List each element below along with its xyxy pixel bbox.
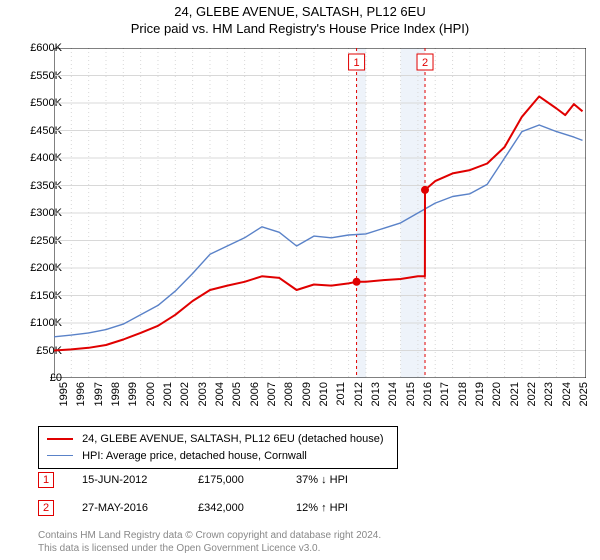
legend-swatch-blue xyxy=(47,455,73,456)
x-tick-label: 2015 xyxy=(405,382,417,406)
sale-row-2: 2 27-MAY-2016 £342,000 12% ↑ HPI xyxy=(38,500,386,516)
x-tick-label: 2009 xyxy=(301,382,313,406)
sale-date-2: 27-MAY-2016 xyxy=(82,502,170,514)
x-tick-label: 2010 xyxy=(318,382,330,406)
x-tick-label: 2000 xyxy=(145,382,157,406)
legend-label-hpi: HPI: Average price, detached house, Corn… xyxy=(82,450,307,462)
x-tick-label: 2018 xyxy=(457,382,469,406)
sale-date-1: 15-JUN-2012 xyxy=(82,474,170,486)
x-tick-label: 2024 xyxy=(561,382,573,406)
attribution-text: Contains HM Land Registry data © Crown c… xyxy=(38,530,558,555)
sale-diff-1: 37% ↓ HPI xyxy=(296,474,386,486)
sale-marker-1: 1 xyxy=(38,472,54,488)
chart-svg: 12 xyxy=(54,48,586,378)
x-tick-label: 2022 xyxy=(526,382,538,406)
x-tick-label: 2021 xyxy=(509,382,521,406)
x-tick-label: 2013 xyxy=(370,382,382,406)
sale-price-2: £342,000 xyxy=(198,502,268,514)
chart-title-address: 24, GLEBE AVENUE, SALTASH, PL12 6EU xyxy=(0,4,600,19)
x-tick-label: 2012 xyxy=(353,382,365,406)
x-tick-label: 2023 xyxy=(543,382,555,406)
x-tick-label: 1999 xyxy=(127,382,139,406)
x-tick-label: 2006 xyxy=(249,382,261,406)
x-tick-label: 2004 xyxy=(214,382,226,406)
x-tick-label: 2019 xyxy=(474,382,486,406)
x-tick-label: 2001 xyxy=(162,382,174,406)
chart-title-sub: Price paid vs. HM Land Registry's House … xyxy=(0,21,600,36)
sale-marker-2: 2 xyxy=(38,500,54,516)
x-tick-label: 2017 xyxy=(439,382,451,406)
x-tick-label: 2025 xyxy=(578,382,590,406)
sale-diff-2: 12% ↑ HPI xyxy=(296,502,386,514)
x-tick-label: 2014 xyxy=(387,382,399,406)
legend-box: 24, GLEBE AVENUE, SALTASH, PL12 6EU (det… xyxy=(38,426,398,469)
x-tick-label: 2002 xyxy=(179,382,191,406)
x-tick-label: 2003 xyxy=(197,382,209,406)
attribution-line1: Contains HM Land Registry data © Crown c… xyxy=(38,530,381,541)
svg-text:2: 2 xyxy=(422,57,428,69)
x-tick-label: 1995 xyxy=(58,382,70,406)
svg-text:1: 1 xyxy=(354,57,360,69)
x-tick-label: 2020 xyxy=(491,382,503,406)
x-tick-label: 1998 xyxy=(110,382,122,406)
x-tick-label: 1996 xyxy=(75,382,87,406)
sale-price-1: £175,000 xyxy=(198,474,268,486)
legend-item-hpi: HPI: Average price, detached house, Corn… xyxy=(47,448,389,465)
x-tick-label: 2016 xyxy=(422,382,434,406)
legend-item-property: 24, GLEBE AVENUE, SALTASH, PL12 6EU (det… xyxy=(47,431,389,448)
sale-row-1: 1 15-JUN-2012 £175,000 37% ↓ HPI xyxy=(38,472,386,488)
x-tick-label: 2005 xyxy=(231,382,243,406)
x-tick-label: 1997 xyxy=(93,382,105,406)
x-tick-label: 2011 xyxy=(335,382,347,406)
x-tick-label: 2008 xyxy=(283,382,295,406)
chart-plot-area: 12 xyxy=(54,48,586,378)
x-tick-label: 2007 xyxy=(266,382,278,406)
attribution-line2: This data is licensed under the Open Gov… xyxy=(38,543,320,554)
legend-swatch-red xyxy=(47,438,73,440)
legend-label-property: 24, GLEBE AVENUE, SALTASH, PL12 6EU (det… xyxy=(82,433,383,445)
